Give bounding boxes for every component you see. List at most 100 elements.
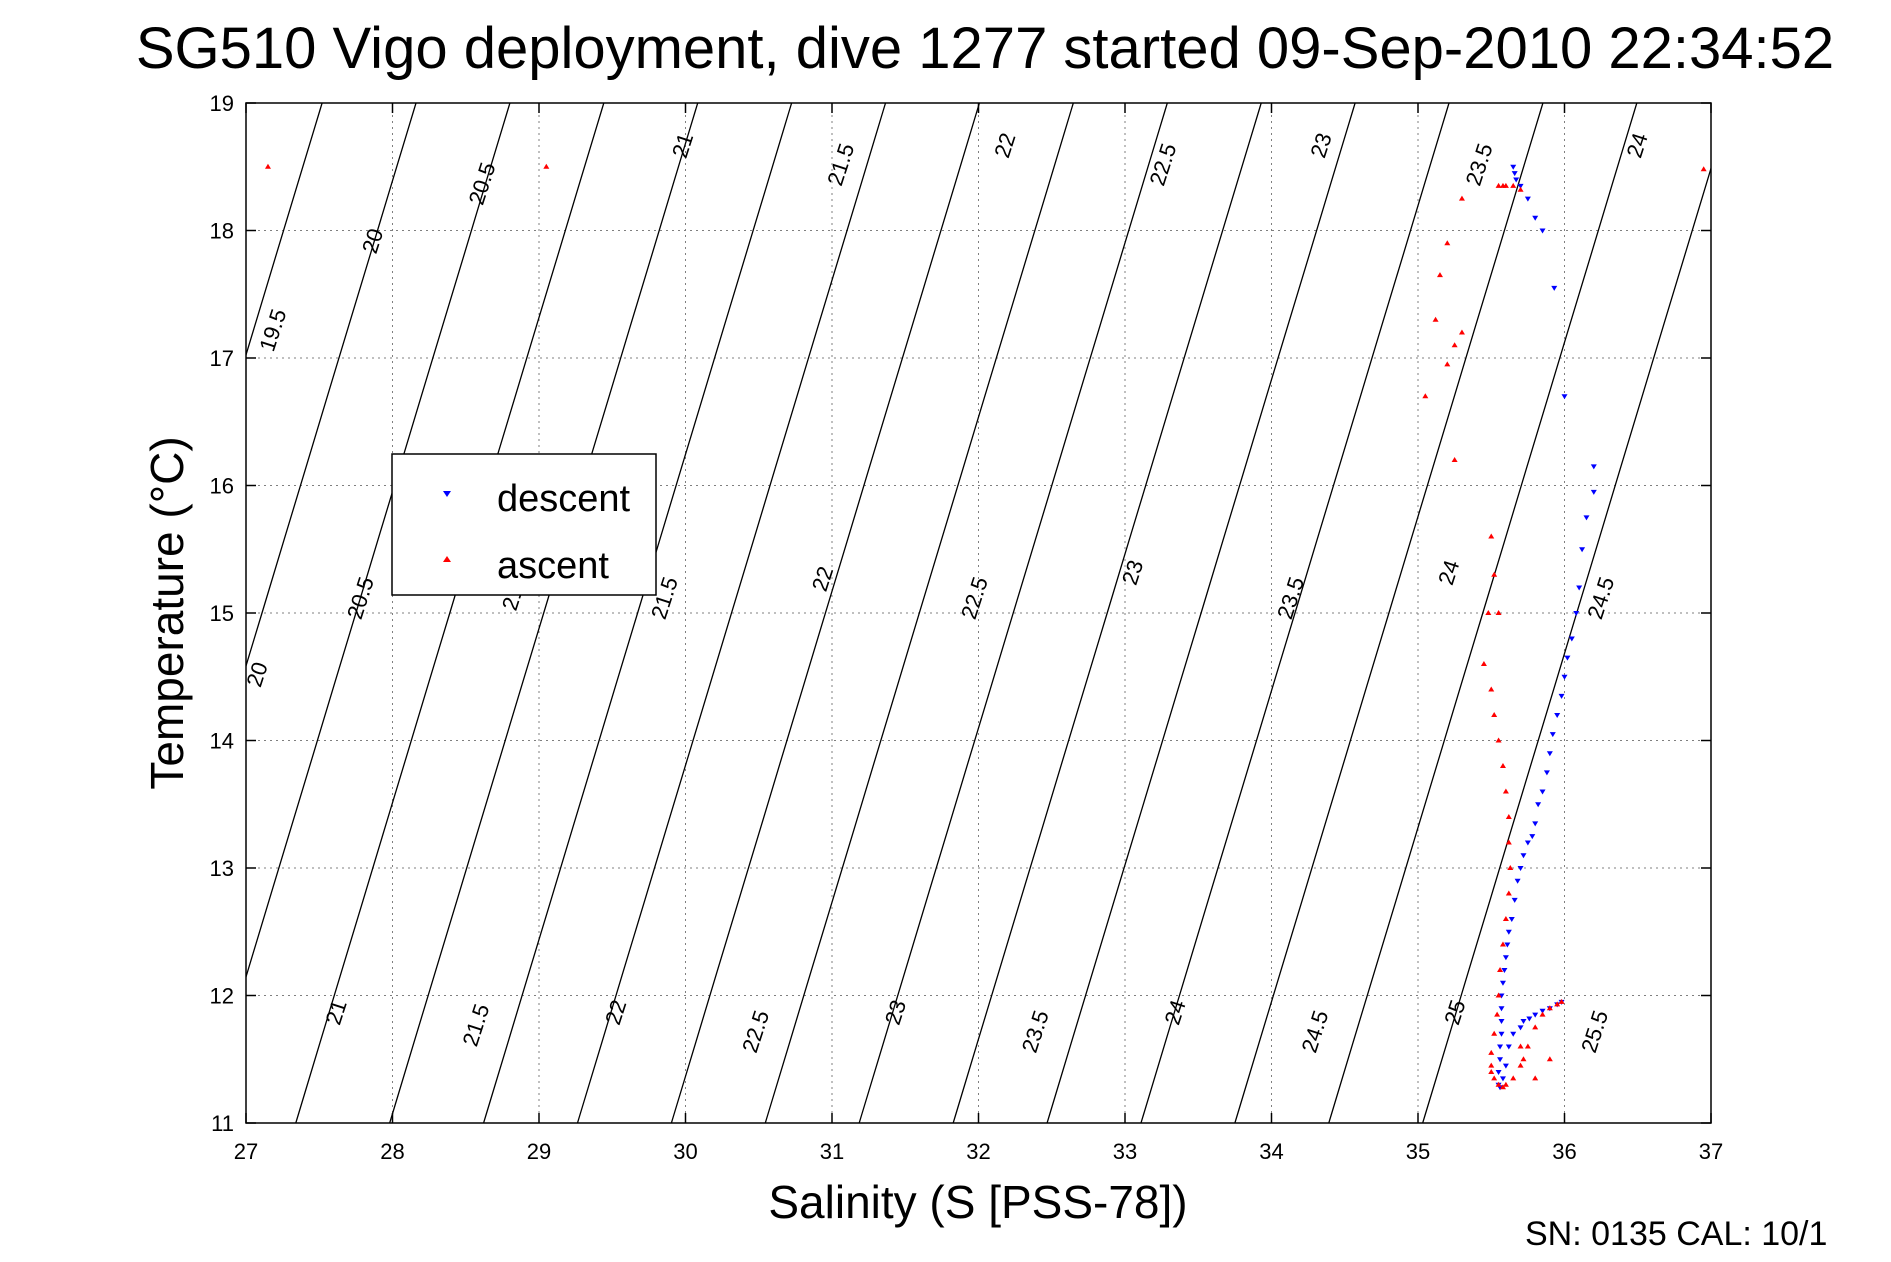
data-point-descent bbox=[1498, 1019, 1505, 1024]
data-point-descent bbox=[1539, 789, 1546, 795]
data-point-descent bbox=[1502, 955, 1509, 961]
data-point-ascent bbox=[1502, 182, 1509, 188]
data-point-descent bbox=[1568, 636, 1575, 642]
data-point-ascent bbox=[1517, 1043, 1524, 1049]
data-point-ascent bbox=[1495, 1081, 1502, 1087]
data-point-descent bbox=[1573, 611, 1580, 616]
grid-lines bbox=[246, 103, 1711, 1123]
data-point-descent bbox=[1498, 1006, 1505, 1012]
data-point-descent bbox=[1558, 693, 1565, 699]
data-point-descent bbox=[1504, 942, 1511, 948]
data-point-descent bbox=[1532, 821, 1539, 827]
data-point-descent bbox=[1514, 878, 1521, 884]
x-tick-label: 30 bbox=[673, 1139, 697, 1164]
x-tick-label: 28 bbox=[380, 1139, 404, 1164]
data-point-ascent bbox=[1432, 316, 1439, 322]
data-point-ascent bbox=[1422, 393, 1429, 399]
data-point-ascent bbox=[1485, 610, 1492, 615]
data-point-ascent bbox=[1502, 916, 1509, 921]
x-tick-label: 27 bbox=[234, 1139, 258, 1164]
data-point-descent bbox=[1583, 515, 1590, 521]
data-point-descent bbox=[1551, 285, 1558, 291]
data-point-ascent bbox=[1520, 1056, 1527, 1062]
y-tick-label: 18 bbox=[210, 219, 234, 244]
data-point-ascent bbox=[1517, 1062, 1524, 1068]
data-point-descent bbox=[1576, 585, 1583, 591]
data-point-descent bbox=[1517, 183, 1524, 189]
data-point-descent bbox=[1511, 171, 1518, 177]
data-point-descent bbox=[1546, 751, 1553, 757]
data-point-ascent bbox=[1495, 182, 1502, 188]
data-point-ascent bbox=[1505, 890, 1512, 896]
y-axis-ticks: 11 12 13 14 15 16 17 18 19 bbox=[210, 91, 1711, 1136]
data-point-descent bbox=[1520, 853, 1527, 859]
data-point-ascent bbox=[1499, 1084, 1506, 1090]
data-point-descent bbox=[1539, 228, 1546, 234]
legend-label-ascent: ascent bbox=[497, 545, 609, 587]
data-point-ascent bbox=[1502, 1081, 1509, 1087]
data-point-descent bbox=[1524, 840, 1531, 846]
data-point-ascent bbox=[1499, 941, 1506, 947]
data-point-descent bbox=[1497, 1044, 1504, 1050]
data-point-ascent bbox=[1458, 195, 1465, 201]
legend: descent ascent bbox=[391, 453, 657, 596]
x-tick-label: 34 bbox=[1259, 1139, 1283, 1164]
data-point-descent bbox=[1511, 897, 1518, 903]
data-point-ascent bbox=[1495, 992, 1502, 998]
data-point-descent bbox=[1508, 917, 1515, 922]
data-point-descent bbox=[1498, 1031, 1505, 1037]
data-point-descent bbox=[1505, 929, 1512, 935]
data-point-ascent bbox=[1488, 533, 1495, 539]
data-point-descent bbox=[1517, 1025, 1524, 1031]
isopycnal-line bbox=[1328, 103, 1638, 1123]
data-point-descent bbox=[1495, 1070, 1502, 1075]
isopycnal-line bbox=[246, 103, 323, 358]
data-point-descent bbox=[1539, 1008, 1546, 1014]
y-tick-label: 12 bbox=[210, 984, 234, 1009]
data-point-descent bbox=[1590, 489, 1597, 495]
data-point-descent bbox=[1526, 1016, 1533, 1022]
data-point-ascent bbox=[1499, 763, 1506, 768]
data-point-ascent bbox=[1505, 839, 1512, 845]
data-point-ascent bbox=[1491, 571, 1498, 577]
data-point-ascent bbox=[1524, 1043, 1531, 1049]
data-point-ascent bbox=[1451, 457, 1458, 462]
data-point-ascent bbox=[1497, 967, 1504, 972]
legend-label-descent: descent bbox=[497, 478, 631, 520]
data-point-ascent bbox=[1532, 1075, 1539, 1081]
data-point-descent bbox=[1499, 980, 1506, 986]
data-point-ascent bbox=[1436, 272, 1443, 278]
chart-title: SG510 Vigo deployment, dive 1277 started… bbox=[136, 16, 1834, 81]
data-point-ascent bbox=[1488, 1069, 1495, 1074]
y-tick-label: 16 bbox=[210, 474, 234, 499]
legend-marker-descent bbox=[443, 491, 451, 497]
legend-marker-ascent bbox=[443, 556, 451, 562]
data-point-ascent bbox=[1517, 186, 1524, 192]
data-point-ascent bbox=[1532, 1024, 1539, 1030]
data-point-descent bbox=[1532, 1012, 1539, 1018]
isopycnal-line bbox=[482, 103, 793, 1123]
data-point-descent bbox=[1502, 1063, 1509, 1069]
y-axis-label: Temperature (°C) bbox=[141, 436, 193, 789]
isopycnal-line bbox=[858, 103, 1168, 1123]
data-point-ascent bbox=[1488, 1062, 1495, 1068]
data-point-ascent bbox=[1444, 361, 1451, 367]
data-point-ascent bbox=[1494, 1011, 1501, 1017]
isopycnal-line bbox=[764, 103, 1075, 1123]
data-point-ascent bbox=[1546, 1056, 1553, 1062]
data-point-descent bbox=[1510, 1031, 1517, 1037]
data-point-descent bbox=[1529, 834, 1536, 840]
data-point-ascent bbox=[1458, 329, 1465, 335]
data-points bbox=[264, 163, 1707, 1091]
isopycnal-line bbox=[295, 103, 605, 1123]
data-point-ascent bbox=[1502, 788, 1509, 794]
x-axis-label: Salinity (S [PSS-78]) bbox=[768, 1176, 1187, 1228]
x-tick-label: 33 bbox=[1113, 1139, 1137, 1164]
data-point-ascent bbox=[1546, 1005, 1553, 1011]
data-point-descent bbox=[1517, 866, 1524, 871]
x-tick-label: 31 bbox=[820, 1139, 844, 1164]
data-point-descent bbox=[1549, 732, 1556, 738]
isopycnal-line bbox=[246, 103, 417, 669]
isopycnal-line bbox=[670, 103, 981, 1123]
data-point-descent bbox=[1554, 713, 1561, 718]
